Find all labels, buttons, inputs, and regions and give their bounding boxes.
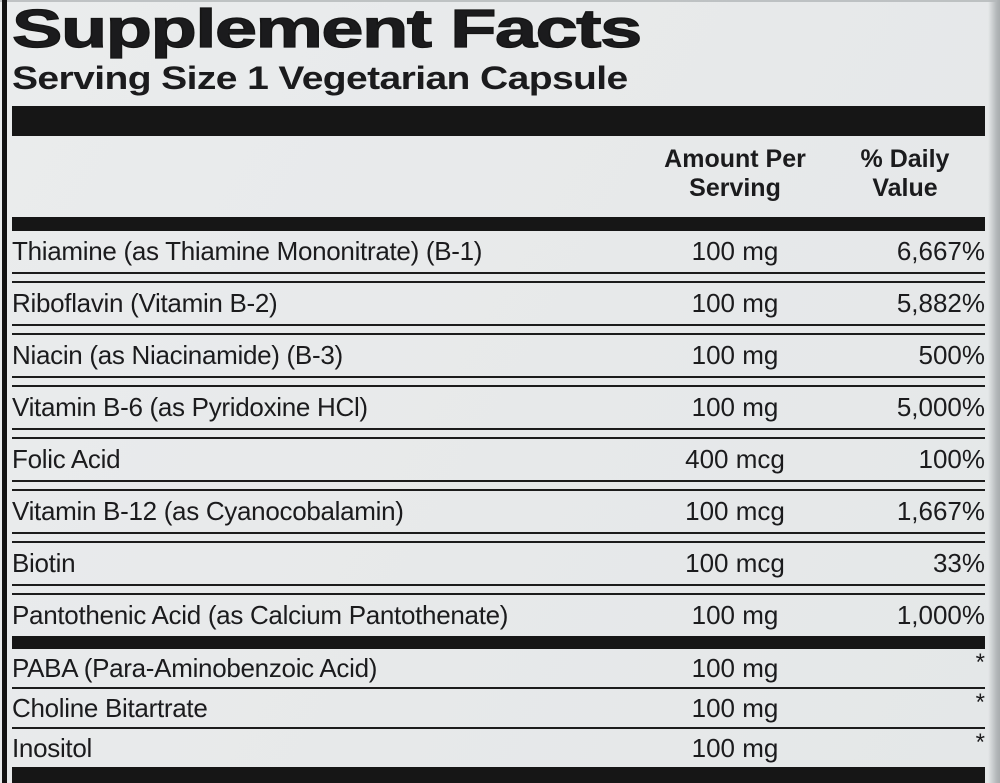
footnote-divider-bar: [12, 767, 985, 783]
table-row: Vitamin B-12 (as Cyanocobalamin) 100 mcg…: [12, 491, 985, 532]
label-content: Supplement Facts Serving Size 1 Vegetari…: [11, 0, 985, 783]
row-name: PABA (Para-Aminobenzoic Acid): [12, 652, 378, 683]
row-name: Pantothenic Acid (as Calcium Pantothenat…: [12, 600, 509, 630]
table-row: Thiamine (as Thiamine Mononitrate) (B-1)…: [12, 231, 985, 272]
row-daily-value-asterisk: *: [975, 729, 985, 756]
table-row: Niacin (as Niacinamide) (B-3) 100 mg 500…: [12, 335, 985, 376]
table-row: Biotin 100 mcg 33%: [12, 543, 985, 584]
header-divider-bar: [12, 217, 985, 231]
table-row: Pantothenic Acid (as Calcium Pantothenat…: [12, 595, 985, 636]
row-daily-value: 5,000%: [896, 392, 985, 422]
col-header-amount-line2: Serving: [689, 174, 781, 202]
row-separator: [12, 532, 985, 543]
top-divider-bar: [12, 106, 985, 136]
row-daily-value-asterisk: *: [975, 649, 985, 676]
table-row: PABA (Para-Aminobenzoic Acid) 100 mg *: [12, 649, 985, 687]
row-separator: [12, 272, 985, 283]
row-daily-value: 6,667%: [896, 236, 985, 266]
row-name: Riboflavin (Vitamin B-2): [12, 288, 278, 318]
panel-title: Supplement Facts: [11, 0, 643, 59]
top-edge-line: [0, 0, 1000, 2]
row-amount: 100 mg: [691, 600, 779, 630]
row-separator: [12, 324, 985, 335]
col-header-dv-line1: % Daily: [860, 145, 950, 173]
table-row: Vitamin B-6 (as Pyridoxine HCl) 100 mg 5…: [12, 387, 985, 428]
row-name: Inositol: [12, 732, 92, 763]
row-daily-value: 33%: [932, 548, 985, 578]
row-separator: [12, 727, 985, 729]
row-daily-value: 5,882%: [896, 288, 985, 318]
row-separator: [12, 428, 985, 439]
row-daily-value: 500%: [918, 340, 986, 370]
row-name: Choline Bitartrate: [12, 692, 208, 723]
row-amount: 400 mcg: [685, 444, 785, 474]
row-amount: 100 mcg: [685, 548, 785, 578]
col-header-amount: Amount Per Serving: [645, 145, 825, 203]
group-divider-bar: [12, 636, 985, 649]
facts-table-no-dv: PABA (Para-Aminobenzoic Acid) 100 mg * C…: [12, 649, 985, 767]
table-row: Folic Acid 400 mcg 100%: [12, 439, 985, 480]
row-daily-value: 1,667%: [896, 496, 985, 526]
row-daily-value: 100%: [918, 444, 986, 474]
row-amount: 100 mg: [691, 692, 779, 723]
row-amount: 100 mg: [691, 340, 779, 370]
row-name: Thiamine (as Thiamine Mononitrate) (B-1): [12, 236, 483, 266]
serving-size: Serving Size 1 Vegetarian Capsule: [12, 60, 628, 96]
left-border-line: [2, 0, 7, 783]
table-row: Inositol 100 mg *: [12, 729, 985, 767]
row-separator: [12, 687, 985, 689]
row-separator: [12, 584, 985, 595]
row-daily-value: 1,000%: [896, 600, 985, 630]
row-separator: [12, 376, 985, 387]
row-name: Folic Acid: [12, 444, 121, 474]
row-separator: [12, 480, 985, 491]
table-row: Riboflavin (Vitamin B-2) 100 mg 5,882%: [12, 283, 985, 324]
row-amount: 100 mg: [691, 288, 779, 318]
row-amount: 100 mg: [691, 392, 779, 422]
row-name: Biotin: [12, 548, 76, 578]
row-amount: 100 mcg: [685, 496, 785, 526]
facts-table-main: Thiamine (as Thiamine Mononitrate) (B-1)…: [12, 231, 985, 636]
row-name: Vitamin B-6 (as Pyridoxine HCl): [12, 392, 368, 422]
right-edge-shadow: [988, 0, 1000, 783]
row-amount: 100 mg: [691, 732, 779, 763]
col-header-dv: % Daily Value: [825, 145, 985, 203]
col-header-dv-line2: Value: [872, 174, 938, 202]
row-name: Vitamin B-12 (as Cyanocobalamin): [12, 496, 404, 526]
row-amount: 100 mg: [691, 652, 779, 683]
row-amount: 100 mg: [691, 236, 779, 266]
table-row: Choline Bitartrate 100 mg *: [12, 689, 985, 727]
row-name: Niacin (as Niacinamide) (B-3): [12, 340, 343, 370]
column-headers: Amount Per Serving % Daily Value: [12, 136, 985, 217]
row-daily-value-asterisk: *: [975, 689, 985, 716]
col-header-amount-line1: Amount Per: [664, 145, 806, 173]
